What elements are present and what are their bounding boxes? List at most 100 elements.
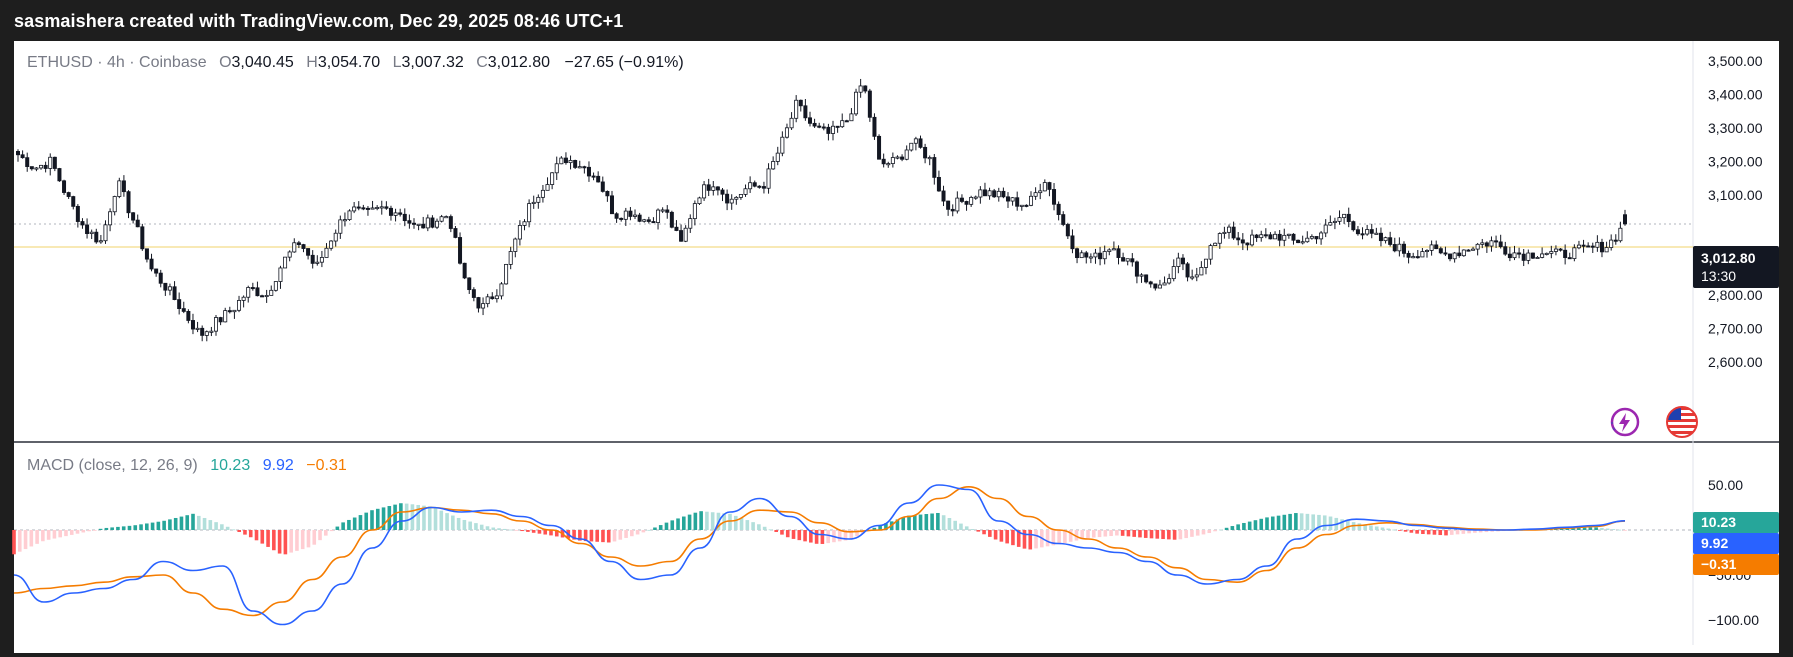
hist-bar <box>485 526 490 530</box>
hist-bar <box>647 529 651 531</box>
hist-bar <box>1374 526 1379 530</box>
grid <box>14 41 1779 645</box>
hist-bar <box>1322 515 1327 530</box>
candle-down <box>1401 243 1406 254</box>
candle-up <box>784 127 789 138</box>
candle-down <box>186 311 191 321</box>
hist-bar <box>1282 514 1287 530</box>
candle-up <box>895 156 900 159</box>
candle-up <box>108 211 113 226</box>
lightning-icon[interactable] <box>1609 406 1641 438</box>
candle-up <box>1139 274 1144 277</box>
hist-bar <box>797 530 802 541</box>
hist-bar <box>225 526 230 530</box>
candle-up <box>1079 252 1084 259</box>
candle-down <box>1015 197 1020 207</box>
candle-up <box>909 142 914 151</box>
hist-bar <box>1571 527 1575 530</box>
hist-bar <box>918 514 923 530</box>
macd-tick-label: 50.00 <box>1708 477 1743 493</box>
candle-up <box>1397 243 1402 252</box>
candle-down <box>900 156 905 160</box>
hist-bar <box>1155 530 1160 539</box>
candle-down <box>1134 261 1139 277</box>
candle-up <box>481 303 486 309</box>
candle-up <box>1471 248 1476 251</box>
candle-down <box>448 216 453 229</box>
candle-up <box>167 286 172 291</box>
candle-up <box>273 281 278 291</box>
candle-down <box>149 258 154 270</box>
hist-bar <box>1091 530 1096 538</box>
hist-bar <box>185 515 190 530</box>
hist-bar <box>1213 530 1217 532</box>
candle-up <box>292 242 297 253</box>
candle-down <box>131 212 136 221</box>
hist-bar <box>583 530 588 542</box>
us-flag-icon[interactable] <box>1665 405 1699 439</box>
candle-up <box>1203 258 1208 268</box>
hist-bar <box>1195 530 1200 536</box>
candle-up <box>425 217 430 229</box>
candle-down <box>1498 241 1503 248</box>
hist-bar <box>404 503 409 530</box>
candle-down <box>628 210 633 217</box>
candle-up <box>969 197 974 205</box>
candle-up <box>112 196 117 213</box>
candle-down <box>1517 252 1522 255</box>
close-value: 3,012.80 <box>487 54 551 71</box>
candle-down <box>1507 253 1512 259</box>
candle-down <box>982 189 987 197</box>
hist-bar <box>1103 530 1108 537</box>
hist-bar <box>1617 529 1622 531</box>
candle-down <box>715 186 720 191</box>
hist-bar <box>416 504 420 530</box>
hist-bar <box>1455 530 1460 535</box>
candle-up <box>559 157 564 165</box>
hist-bar <box>173 517 178 530</box>
candle-up <box>656 209 661 223</box>
candle-up <box>734 196 739 200</box>
candle-up <box>504 263 509 285</box>
candle-down <box>619 217 624 220</box>
hist-bar <box>705 511 709 530</box>
candle-down <box>761 186 766 189</box>
hist-bar <box>658 525 663 530</box>
candle-up <box>550 172 555 185</box>
candle-up <box>1157 284 1162 289</box>
hist-bar <box>1432 530 1437 535</box>
candle-up <box>209 330 214 333</box>
candle-up <box>98 240 103 243</box>
macd-tick-label: −100.00 <box>1708 612 1759 628</box>
hist-bar <box>1005 530 1009 544</box>
candle-down <box>1144 274 1149 283</box>
hist-bar <box>653 527 657 530</box>
hist-bar <box>803 530 807 542</box>
candle-down <box>398 212 403 215</box>
hist-bar <box>849 530 854 539</box>
candle-up <box>269 289 274 296</box>
candle-down <box>1070 235 1075 250</box>
candle-up <box>342 219 347 222</box>
hist-bar <box>1565 528 1570 530</box>
watermark-bar: sasmaishera created with TradingView.com… <box>0 0 1793 41</box>
candle-up <box>973 196 978 199</box>
candle-down <box>637 214 642 222</box>
candle-down <box>1240 239 1245 244</box>
candle-down <box>1563 249 1568 258</box>
macd-legend: MACD (close, 12, 26, 9) 10.23 9.92 −0.31 <box>27 457 347 475</box>
candle-up <box>771 161 776 170</box>
candle-down <box>1351 221 1356 231</box>
hist-bar <box>1086 530 1090 539</box>
hist-bar <box>1403 530 1408 532</box>
candle-down <box>992 190 997 198</box>
candle-up <box>1549 251 1554 254</box>
macd-label: MACD (close, 12, 26, 9) <box>27 457 198 474</box>
candle-down <box>144 248 149 260</box>
candle-up <box>577 166 582 169</box>
candle-up <box>1323 224 1328 234</box>
hist-bar <box>733 515 738 530</box>
hist-bar <box>1473 530 1477 533</box>
candle-up <box>352 206 357 212</box>
